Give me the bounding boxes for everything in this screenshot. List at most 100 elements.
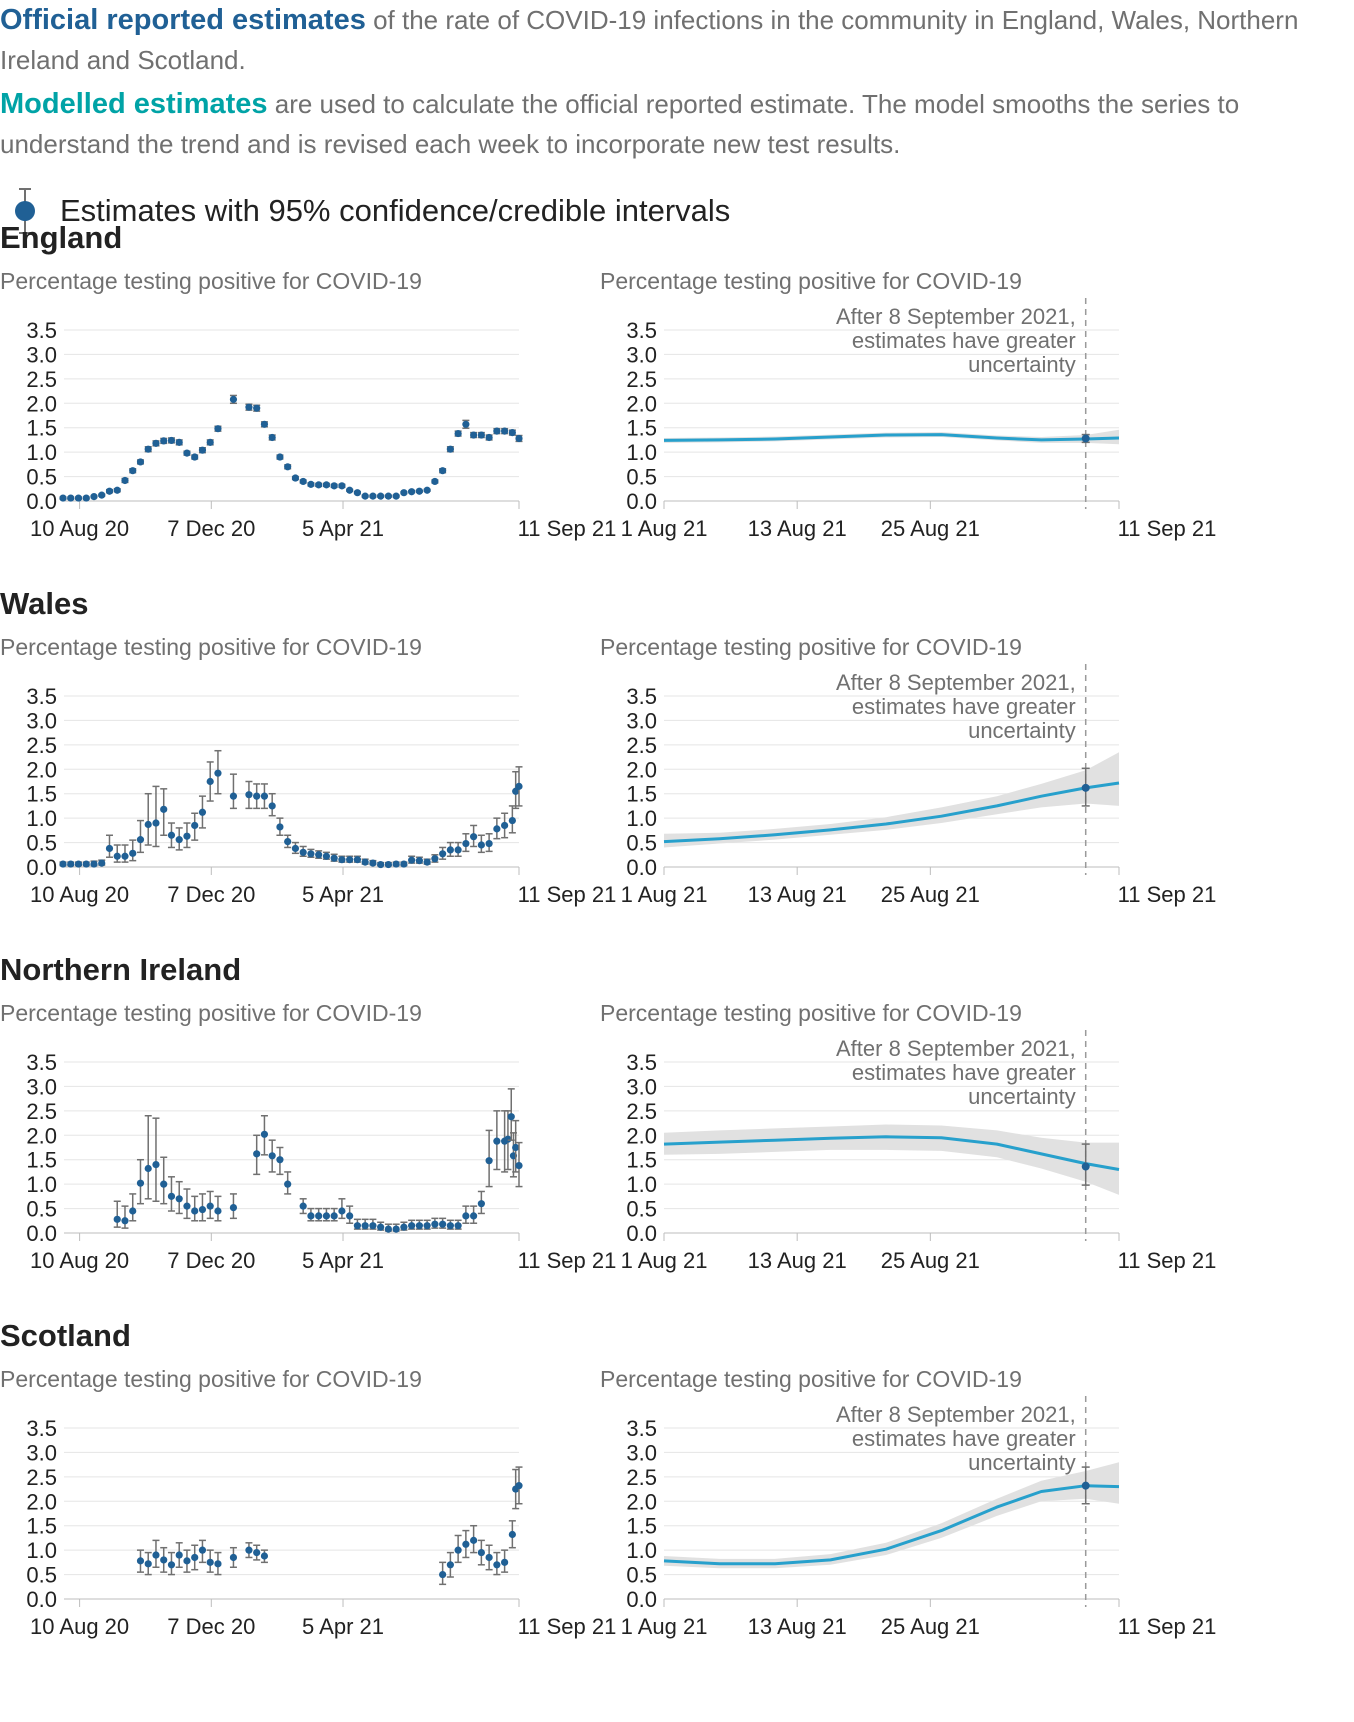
data-point — [229, 1553, 238, 1562]
data-point — [369, 859, 377, 867]
data-point — [392, 1225, 400, 1233]
data-point — [353, 489, 362, 497]
data-point — [369, 1222, 377, 1230]
chart-wales-modelled-svg: 0.00.51.01.52.02.53.03.5 1 Aug 21 13 Aug 2… — [621, 664, 1217, 907]
data-point — [508, 1530, 516, 1539]
data-point — [136, 836, 145, 844]
data-point — [384, 1225, 392, 1233]
data-point — [136, 458, 145, 466]
x-tick-label: 13 Aug 21 — [748, 516, 847, 541]
data-point — [253, 404, 261, 412]
data-point — [152, 819, 160, 827]
official-estimates-keyword: Official reported estimates — [0, 4, 366, 36]
data-point — [508, 816, 516, 825]
chart-northern-ireland-official-svg: 0.00.51.01.52.02.53.03.5 10 Aug 20 7 Dec 2… — [26, 1050, 616, 1273]
data-point — [462, 1540, 470, 1548]
data-point — [477, 1548, 485, 1557]
data-point — [59, 494, 67, 502]
data-point — [206, 1558, 214, 1566]
uncertainty-annotation-text: uncertainty — [968, 1450, 1076, 1475]
data-point — [276, 1156, 284, 1164]
data-point — [322, 852, 331, 860]
uncertainty-annotation-text: estimates have greater — [852, 1426, 1076, 1451]
data-point — [260, 420, 269, 428]
y-tick-label: 0.0 — [626, 489, 657, 514]
chart-title: Percentage testing positive for COVID-19 — [0, 634, 422, 660]
data-point — [400, 489, 408, 497]
data-point — [284, 1180, 292, 1188]
y-tick-label: 3.5 — [26, 1416, 57, 1441]
y-tick-label: 0.5 — [626, 1563, 657, 1588]
y-tick-label: 2.5 — [626, 367, 657, 392]
x-tick-label: 5 Apr 21 — [302, 1614, 384, 1639]
y-tick-label: 1.0 — [26, 1172, 57, 1197]
data-point — [377, 860, 385, 869]
y-tick-label: 3.5 — [26, 318, 57, 343]
data-point — [361, 492, 369, 500]
chart-england-official: Percentage testing positive for COVID-19… — [0, 268, 616, 568]
data-point — [454, 846, 462, 854]
y-tick-label: 3.5 — [626, 684, 657, 709]
data-point — [214, 1560, 222, 1568]
data-point — [346, 486, 354, 494]
y-tick-label: 2.5 — [626, 1465, 657, 1490]
data-point — [508, 429, 516, 437]
x-tick-label: 25 Aug 21 — [881, 516, 980, 541]
x-tick-label: 7 Dec 20 — [167, 1614, 255, 1639]
data-point — [485, 1553, 493, 1562]
data-point — [268, 433, 276, 442]
data-point — [198, 446, 207, 454]
data-point — [415, 1222, 423, 1230]
x-tick-label: 5 Apr 21 — [302, 516, 384, 541]
y-tick-label: 1.0 — [26, 806, 57, 831]
y-tick-label: 3.0 — [626, 708, 657, 733]
y-tick-label: 1.0 — [626, 1538, 657, 1563]
data-point — [330, 854, 338, 862]
data-point — [322, 481, 331, 489]
x-tick-label: 13 Aug 21 — [748, 1614, 847, 1639]
data-point — [191, 1207, 199, 1215]
data-point — [315, 851, 323, 859]
x-tick-label: 11 Sep 21 — [518, 882, 617, 907]
y-tick-label: 3.0 — [26, 1440, 57, 1465]
y-tick-label: 0.5 — [26, 465, 57, 490]
x-tick-label: 10 Aug 20 — [30, 516, 129, 541]
intro-modelled: Modelled estimates are used to calculate… — [0, 84, 1354, 164]
y-tick-label: 2.0 — [26, 757, 57, 782]
data-point — [136, 1557, 145, 1565]
data-point — [423, 858, 431, 866]
x-tick-label: 7 Dec 20 — [167, 1248, 255, 1273]
data-point — [470, 431, 478, 439]
x-tick-label: 11 Sep 21 — [1118, 882, 1217, 907]
x-tick-label: 25 Aug 21 — [881, 882, 980, 907]
data-point — [346, 856, 354, 864]
y-tick-label: 3.5 — [626, 1050, 657, 1075]
data-point — [129, 467, 137, 475]
uncertainty-annotation-text: After 8 September 2021, — [836, 304, 1076, 329]
x-tick-label: 10 Aug 20 — [30, 1248, 129, 1273]
data-point — [113, 486, 121, 494]
data-point — [462, 1212, 470, 1220]
x-tick-label: 10 Aug 20 — [30, 882, 129, 907]
y-tick-label: 1.0 — [626, 440, 657, 465]
uncertainty-annotation-text: estimates have greater — [852, 328, 1076, 353]
data-point — [183, 449, 191, 457]
modelled-estimate-line — [663, 781, 1120, 844]
data-point — [330, 482, 338, 490]
y-tick-label: 2.0 — [626, 757, 657, 782]
data-point — [322, 1212, 331, 1220]
data-point — [462, 839, 470, 848]
y-tick-label: 3.0 — [26, 342, 57, 367]
data-point — [206, 777, 214, 786]
chart-scotland-modelled: Percentage testing positive for COVID-19… — [600, 1366, 1220, 1722]
country-heading-scotland: Scotland — [0, 1318, 131, 1353]
data-point — [198, 1205, 207, 1214]
y-tick-label: 3.5 — [26, 1050, 57, 1075]
y-tick-label: 1.0 — [26, 440, 57, 465]
data-point — [152, 1161, 160, 1169]
chart-title: Percentage testing positive for COVID-19 — [600, 268, 1022, 294]
x-tick-label: 13 Aug 21 — [748, 882, 847, 907]
data-point — [183, 1202, 191, 1210]
chart-wales-modelled: Percentage testing positive for COVID-19… — [600, 634, 1220, 934]
y-tick-label: 1.0 — [26, 1538, 57, 1563]
